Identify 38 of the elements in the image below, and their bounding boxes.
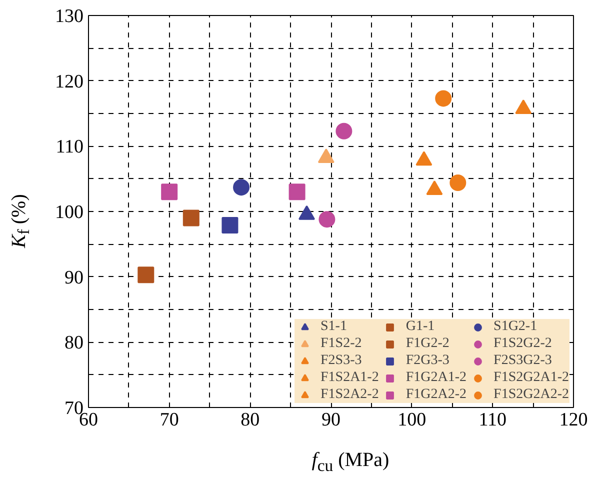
legend-label: S1-1 <box>320 319 347 335</box>
y-tick-label: 80 <box>64 332 84 354</box>
x-axis-title: f$_{cu}$ (MPa) <box>312 448 390 477</box>
point <box>182 210 200 226</box>
point <box>336 122 352 140</box>
x-tick-label: 100 <box>398 410 426 430</box>
legend-label: F2S3G2-3 <box>494 353 552 369</box>
x-tick-label: 110 <box>478 410 507 430</box>
point <box>318 211 336 228</box>
legend-label: F1G2A2-2 <box>406 387 467 403</box>
y-tick-label: 130 <box>55 6 84 27</box>
y-tick-label: 110 <box>56 136 84 158</box>
point <box>161 184 178 200</box>
x-tick-label: 120 <box>559 410 588 430</box>
point <box>435 90 452 107</box>
legend-label: F2G3-3 <box>406 353 450 369</box>
point <box>233 179 250 196</box>
point <box>222 216 238 234</box>
y-tick-label: 120 <box>55 71 84 92</box>
legend-label: F1S2-2 <box>320 336 362 352</box>
legend-label: F1S2A1-2 <box>320 370 379 386</box>
point <box>138 266 154 284</box>
x-tick-label: 70 <box>160 410 179 430</box>
point <box>450 174 466 191</box>
legend-label: F2S3-3 <box>320 353 362 369</box>
legend-label: F1S2G2A1-2 <box>494 370 569 386</box>
legend-label: F1S2G2-2 <box>494 336 552 352</box>
x-tick-label: 80 <box>240 410 260 430</box>
legend-label: F1S2G2A2-2 <box>494 387 569 403</box>
legend-label: F1G2-2 <box>406 336 450 352</box>
y-tick-label: 100 <box>55 202 84 223</box>
x-tick-label: 90 <box>322 410 340 430</box>
legend-label: F1S2A2-2 <box>320 387 379 403</box>
legend-label: F1G2A1-2 <box>406 370 467 386</box>
y-tick-label: 90 <box>64 267 84 288</box>
legend-label: S1G2-1 <box>494 319 538 335</box>
point <box>288 184 306 200</box>
legend-label: G1-1 <box>406 319 435 335</box>
